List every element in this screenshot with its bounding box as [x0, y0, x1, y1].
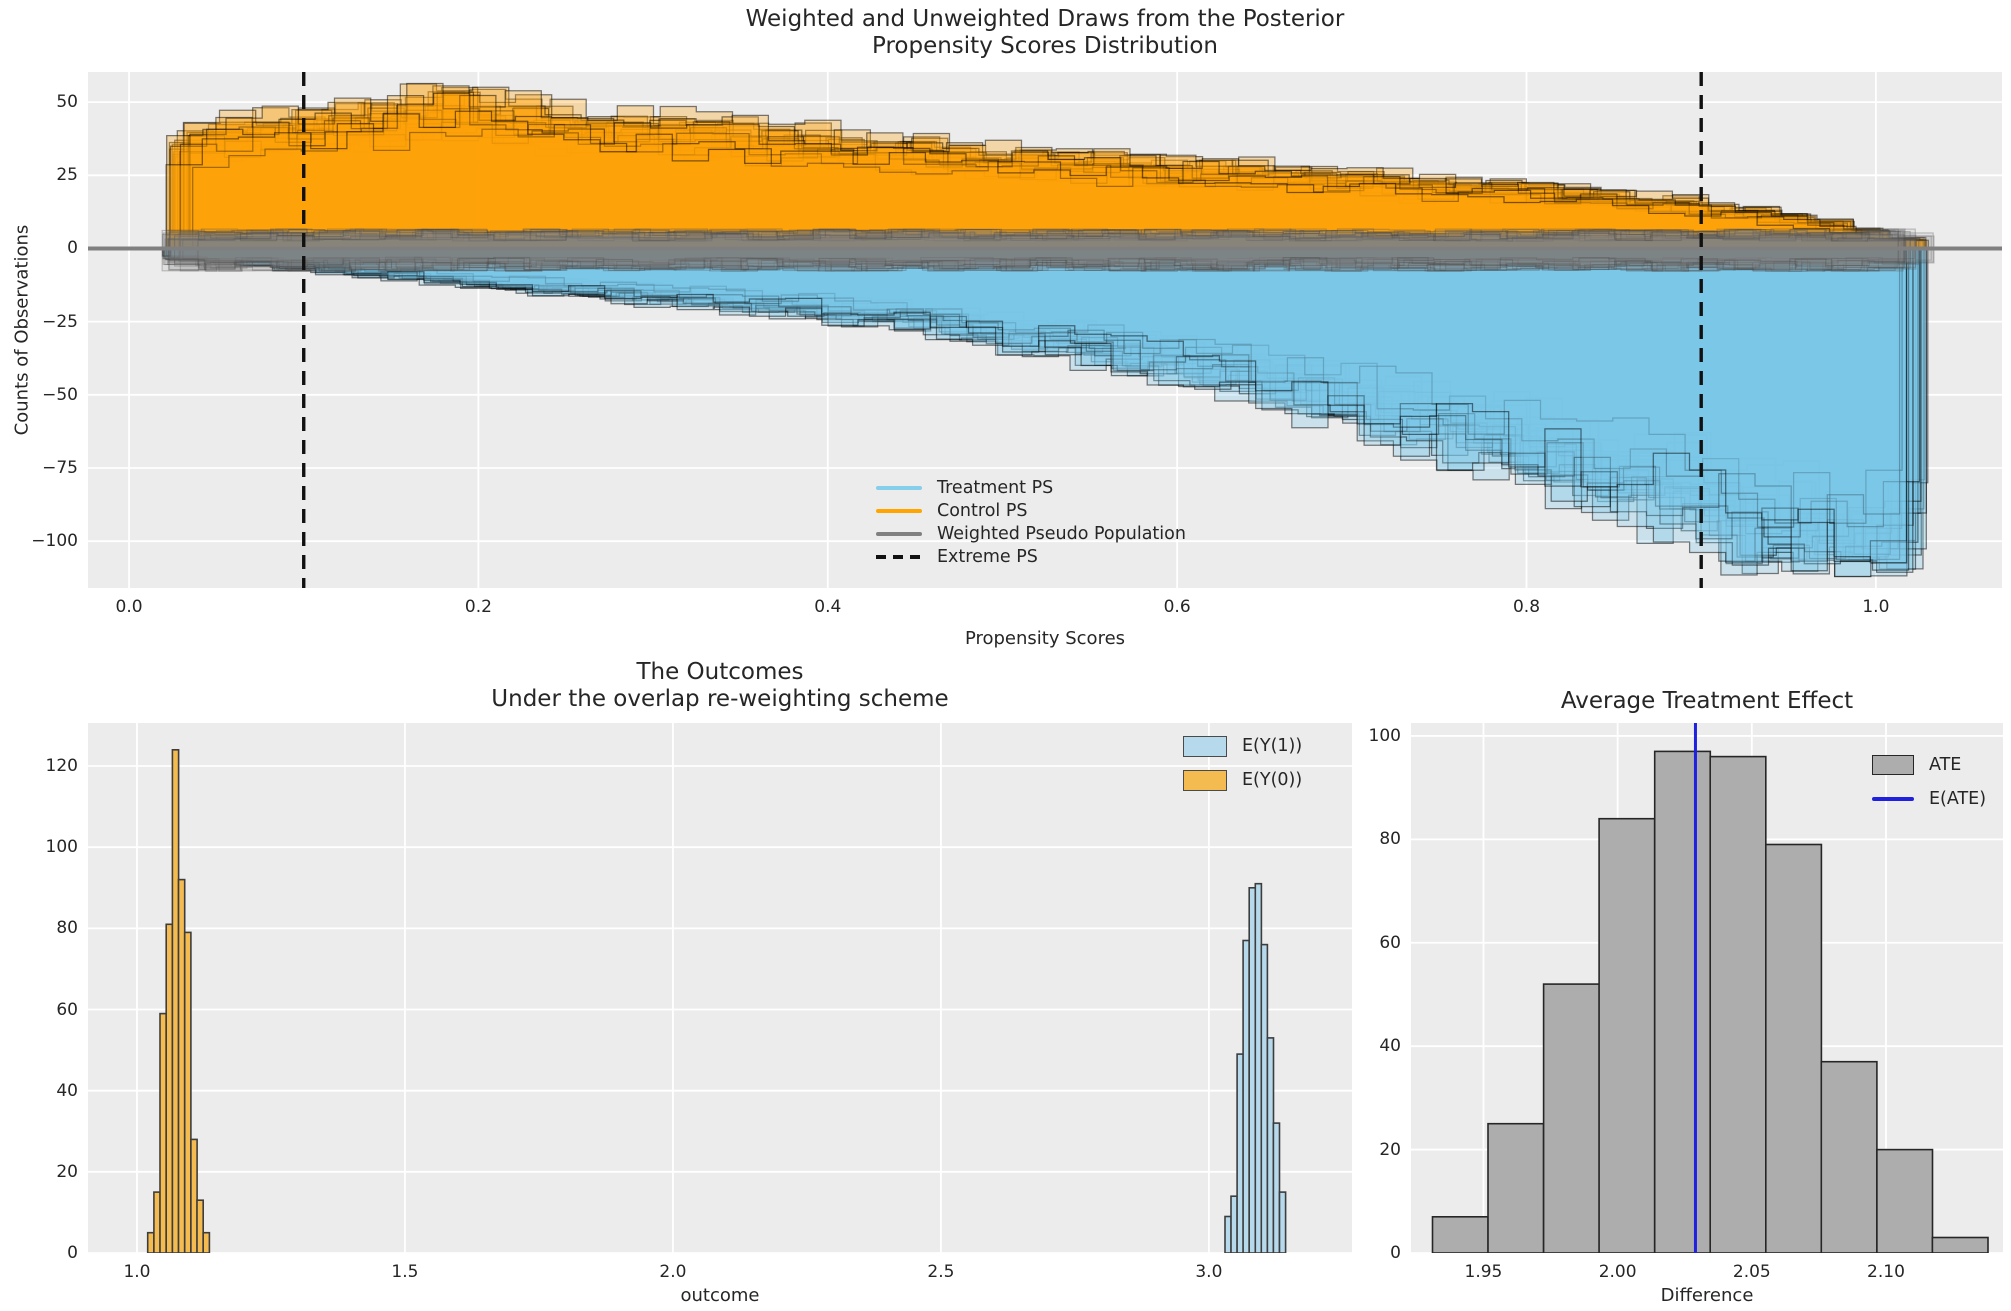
legend-row-extreme-ps: Extreme PS: [876, 546, 1186, 568]
x-tick-label: 1.0: [1862, 597, 1890, 617]
outcomes-xlabel: outcome: [680, 1285, 760, 1306]
y-tick-label: 50: [56, 92, 78, 113]
y-tick-label: 80: [1379, 829, 1401, 850]
ate-patch-swatch: [1872, 755, 1914, 775]
control-ps-line-swatch: [876, 509, 922, 513]
legend-row-eate: E(ATE): [1872, 788, 1986, 810]
x-tick-label: 0.2: [464, 597, 492, 617]
legend-row-control-ps: Control PS: [876, 500, 1186, 522]
eate-line-swatch: [1872, 797, 1914, 801]
legend-label: Treatment PS: [937, 478, 1054, 498]
x-tick-label: 2.5: [927, 1262, 955, 1282]
y-tick-label: 100: [45, 837, 78, 858]
legend-label: Extreme PS: [937, 547, 1038, 567]
y-tick-label: 0: [1390, 1243, 1401, 1263]
x-tick-label: 1.5: [391, 1262, 419, 1282]
y-tick-label: 100: [1368, 725, 1401, 746]
legend-label: Weighted Pseudo Population: [937, 524, 1186, 544]
legend-label: ATE: [1929, 755, 1962, 775]
extreme-ps-dashed-swatch: [876, 555, 922, 559]
x-tick-label: 1.0: [123, 1262, 151, 1282]
legend-row-pseudo-population: Weighted Pseudo Population: [876, 523, 1186, 545]
x-tick-label: 2.05: [1732, 1262, 1771, 1282]
y-tick-label: −25: [42, 311, 78, 332]
histogram-bars: [1431, 750, 1989, 1253]
top-legend: Treatment PS Control PS Weighted Pseudo …: [876, 477, 1186, 569]
ate-xlabel: Difference: [1660, 1285, 1754, 1306]
y-tick-label: 20: [56, 1161, 78, 1182]
y-tick-label: 80: [56, 918, 78, 939]
histogram-bars: [1224, 882, 1287, 1253]
y-tick-label: −100: [31, 531, 78, 552]
legend-label: Control PS: [937, 501, 1028, 521]
y-tick-label: −50: [42, 384, 78, 405]
outcomes-legend: E(Y(1)) E(Y(0)): [1183, 735, 1302, 803]
treatment-ps-line-swatch: [876, 486, 922, 490]
pseudo-population-line-swatch: [876, 532, 922, 536]
legend-row-ey0: E(Y(0)): [1183, 769, 1302, 791]
outcomes-title-line1: The Outcomes: [636, 659, 804, 685]
x-tick-label: 0.4: [814, 597, 842, 617]
y-tick-label: 40: [1379, 1036, 1401, 1057]
y-tick-label: 120: [45, 756, 78, 777]
x-tick-label: 0.8: [1512, 597, 1541, 617]
top-title-line1: Weighted and Unweighted Draws from the P…: [745, 6, 1345, 32]
legend-row-ate: ATE: [1872, 754, 1986, 776]
y-tick-label: −75: [42, 458, 78, 478]
x-tick-label: 0.0: [115, 597, 143, 617]
x-tick-label: 2.0: [659, 1262, 687, 1282]
ate-title: Average Treatment Effect: [1560, 688, 1854, 714]
y-tick-label: 0: [67, 1243, 78, 1263]
top-xlabel: Propensity Scores: [964, 628, 1126, 649]
y-tick-label: 40: [56, 1080, 78, 1101]
x-tick-label: 0.6: [1163, 597, 1191, 617]
ey1-patch-swatch: [1183, 735, 1227, 757]
legend-label: E(ATE): [1929, 789, 1987, 809]
y-tick-label: 60: [1379, 932, 1401, 953]
outcomes-title-line2: Under the overlap re-weighting scheme: [491, 686, 949, 712]
gridlines: [88, 723, 1352, 1253]
legend-label: E(Y(0)): [1242, 770, 1303, 790]
top-title-line2: Propensity Scores Distribution: [871, 33, 1219, 59]
y-tick-label: 0: [67, 238, 78, 259]
legend-row-ey1: E(Y(1)): [1183, 735, 1302, 757]
propensity-distribution-plot: [88, 72, 2002, 588]
histogram-bars: [146, 748, 211, 1253]
legend-row-treatment-ps: Treatment PS: [876, 477, 1186, 499]
ey0-patch-swatch: [1183, 769, 1227, 791]
ate-legend: ATE E(ATE): [1872, 754, 1986, 822]
y-tick-label: 25: [56, 165, 78, 186]
y-tick-label: 60: [56, 999, 78, 1020]
x-tick-label: 1.95: [1464, 1262, 1503, 1282]
outcomes-histogram-plot: [88, 723, 1352, 1253]
x-tick-label: 2.10: [1867, 1262, 1905, 1282]
legend-label: E(Y(1)): [1242, 736, 1303, 756]
posterior-draws: [161, 82, 1935, 578]
y-tick-label: 20: [1379, 1139, 1401, 1160]
x-tick-label: 3.0: [1195, 1262, 1223, 1282]
ate-histogram-plot: [1411, 723, 2003, 1253]
x-tick-label: 2.00: [1598, 1262, 1637, 1282]
